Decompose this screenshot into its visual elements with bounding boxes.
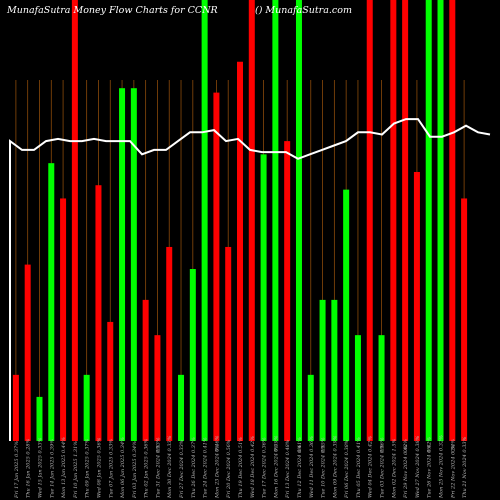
x-tick-label: Mon 30 Dec 2024 0.33% xyxy=(167,435,173,499)
x-tick-label: Thu 26 Dec 2024 0.37% xyxy=(191,437,197,498)
x-tick-label: Thu 05 Dec 2024 0.41% xyxy=(356,437,362,498)
x-tick-label: Wed 04 Dec 2024 0.42% xyxy=(368,436,374,498)
flow-bar xyxy=(378,335,385,441)
x-tick-label: Fri 06 Dec 2024 0.38% xyxy=(344,439,350,499)
flow-bar xyxy=(36,396,43,441)
percent-marker: 0% xyxy=(450,444,456,452)
flow-bar xyxy=(402,0,409,441)
flow-bar xyxy=(307,374,314,441)
flow-bar xyxy=(225,246,232,441)
percent-marker: 0% xyxy=(403,444,409,452)
x-tick-label: Tue 10 Dec 2024 0.35% xyxy=(321,437,327,498)
flow-bar xyxy=(248,0,255,441)
x-tick-label: Fri 22 Nov 2024 0.34% xyxy=(450,439,456,499)
money-flow-line xyxy=(9,118,491,441)
flow-bar xyxy=(354,335,361,441)
x-tick-label: Mon 02 Dec 2024 1.5% xyxy=(391,438,397,499)
flow-bar xyxy=(154,335,161,441)
x-tick-label: Mon 13 Jan 2025 0.44% xyxy=(61,437,67,499)
x-tick-label: Mon 09 Dec 2024 0.39% xyxy=(332,435,338,499)
flow-bar xyxy=(272,0,279,441)
flow-bar xyxy=(413,171,420,442)
percent-marker: 0% xyxy=(214,444,220,452)
x-tick-label: Thu 21 Nov 2024 0.33% xyxy=(462,436,468,498)
flow-bar xyxy=(343,189,350,441)
percent-marker: 0% xyxy=(427,444,433,452)
x-tick-label: Mon 23 Dec 2024 0.46% xyxy=(214,435,220,499)
flow-bar xyxy=(130,88,137,441)
x-tick-label: Thu 02 Jan 2025 0.36% xyxy=(144,438,150,498)
x-tick-label: Mon 25 Nov 2024 0.32% xyxy=(439,435,445,499)
x-tick-label: Fri 29 Nov 2024 0.42% xyxy=(403,439,409,499)
flow-bar xyxy=(178,374,185,441)
x-tick-label: Tue 31 Dec 2024 0.33% xyxy=(155,437,161,498)
percent-marker: 0% xyxy=(273,444,279,452)
flow-bar xyxy=(449,0,456,441)
flow-bar xyxy=(71,0,78,441)
x-tick-label: Fri 20 Dec 2024 0.56% xyxy=(226,439,232,499)
flow-bar xyxy=(319,299,326,441)
chart-title-right: () MunafaSutra.com xyxy=(255,5,352,16)
x-tick-label: Mon 06 Jan 2025 0.34% xyxy=(120,437,126,499)
x-tick-label: Fri 13 Dec 2024 0.48% xyxy=(285,439,291,499)
x-tick-label: Mon 16 Dec 2024 0.39% xyxy=(273,435,279,499)
percent-marker: 0% xyxy=(297,444,303,452)
x-tick-label: Tue 17 Dec 2024 0.36% xyxy=(262,437,268,498)
flow-bar xyxy=(166,246,173,441)
flow-bar xyxy=(461,198,468,441)
flow-bar xyxy=(95,185,102,441)
flow-bar xyxy=(12,374,19,441)
flow-bar xyxy=(189,269,196,441)
flow-bar xyxy=(83,374,90,441)
x-tick-label: Wed 08 Jan 2025 0.36% xyxy=(96,437,102,498)
flow-bar xyxy=(390,0,397,441)
x-tick-label: Thu 09 Jan 2025 0.37% xyxy=(85,438,91,498)
x-tick-label: Fri 03 Jan 2025 0.34% xyxy=(132,441,138,499)
x-tick-label: Tue 03 Dec 2024 0.36% xyxy=(380,437,386,498)
x-tick-label: Tue 07 Jan 2025 0.33% xyxy=(108,439,114,498)
flow-bar xyxy=(213,92,220,442)
x-tick-label: Tue 14 Jan 2025 0.39% xyxy=(49,439,55,498)
x-tick-label: Tue 24 Dec 2024 0.41% xyxy=(203,437,209,498)
percent-marker: 0% xyxy=(155,444,161,452)
x-tick-label: Fri 27 Dec 2024 0.33% xyxy=(179,439,185,499)
flow-bar xyxy=(201,0,208,441)
x-tick-label: Thu 12 Dec 2024 0.41% xyxy=(297,437,303,498)
flow-bar xyxy=(237,61,243,442)
flow-bar xyxy=(260,154,267,441)
flow-bar xyxy=(437,0,444,441)
flow-bar xyxy=(425,0,432,441)
flow-bar xyxy=(24,264,31,441)
flow-bar xyxy=(284,141,291,441)
x-tick-label: Wed 27 Nov 2024 0.38% xyxy=(415,435,421,498)
x-tick-label: Thu 16 Jan 2025 0.28% xyxy=(26,438,32,498)
x-tick-label: Fri 17 Jan 2025 0.37% xyxy=(14,441,20,499)
percent-marker: 0% xyxy=(380,444,386,452)
x-axis-tick-labels: Fri 17 Jan 2025 0.37% Thu 16 Jan 2025 0.2… xyxy=(14,435,468,499)
flow-bar xyxy=(142,299,149,441)
x-tick-label: Fri 10 Jan 2025 1.31% xyxy=(73,441,79,499)
flow-bar xyxy=(119,88,126,441)
flow-bar xyxy=(60,198,67,441)
x-tick-label: Wed 15 Jan 2025 0.33% xyxy=(37,437,43,498)
flow-bars xyxy=(12,0,468,442)
percent-marker: 0% xyxy=(321,444,327,452)
x-tick-label: Wed 18 Dec 2024 0.42% xyxy=(250,436,256,498)
x-tick-label: Wed 11 Dec 2024 0.36% xyxy=(309,436,315,498)
x-tick-label: Thu 19 Dec 2024 0.51% xyxy=(238,437,244,498)
flow-bar xyxy=(295,0,302,441)
flow-bar xyxy=(331,299,338,441)
percent-markers: 0% 0% 0% 0% 0% 0% 0% 0% 0% xyxy=(155,444,456,452)
chart-title-left: MunafaSutra Money Flow Charts for CCNR xyxy=(6,5,218,16)
x-tick-label: Tue 26 Nov 2024 0.42% xyxy=(427,437,433,498)
flow-bar xyxy=(366,0,373,441)
flow-bar xyxy=(107,321,114,441)
flow-bar xyxy=(48,163,55,442)
